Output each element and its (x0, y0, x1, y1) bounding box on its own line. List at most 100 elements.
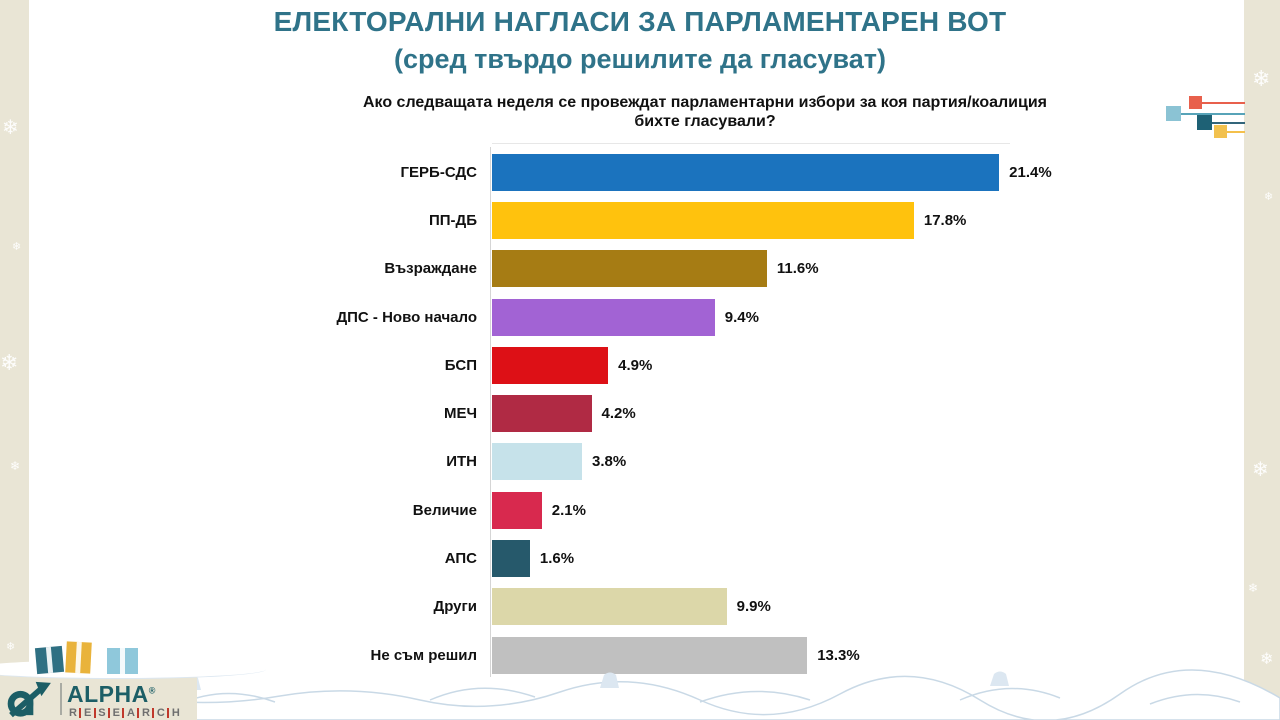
coral-square-line (1202, 101, 1245, 104)
dark-teal-square-line (1212, 121, 1245, 124)
snowflake-icon: ❄ (1252, 66, 1271, 91)
logo-research-separator (152, 708, 155, 718)
category-label: ПП-ДБ (428, 211, 477, 229)
chart-row: Други 9.9% (0, 583, 1280, 631)
survey-question: Ако следващата неделя се провеждат парла… (362, 94, 1047, 130)
snowflake-icon: ❄ (1252, 459, 1269, 481)
chart-row: ИТН 3.8% (0, 438, 1280, 486)
chart-row: ГЕРБ-СДС 21.4% (0, 148, 1280, 196)
light-blue-square (1166, 106, 1181, 121)
bar-8 (492, 491, 542, 529)
yellow-square (1214, 125, 1227, 138)
category-label: Величие (412, 501, 477, 519)
chart-axis-line (490, 147, 491, 677)
logo-research-letter: R (141, 707, 150, 719)
value-label: 4.2% (601, 405, 636, 423)
chart-row: Възраждане 11.6% (0, 245, 1280, 293)
category-label: Възраждане (384, 260, 477, 278)
category-label: БСП (444, 356, 477, 374)
chart-top-gridline (492, 143, 1010, 144)
chart-row: ПП-ДБ 17.8% (0, 196, 1280, 244)
logo-research-separator (93, 708, 96, 718)
bar-3 (492, 250, 767, 288)
logo-research-letter: R (69, 707, 77, 719)
gift-icon: ✼ (34, 638, 65, 675)
value-label: 21.4% (1009, 163, 1052, 181)
value-label: 4.9% (618, 356, 653, 374)
chart-row: АПС 1.6% (0, 534, 1280, 582)
gift-icon: ✼ (107, 639, 138, 674)
snowflake-icon: ❄ (12, 241, 22, 253)
logo-wordmark: ALPHA® (67, 681, 156, 708)
gift-icon: ✼ (65, 633, 92, 674)
chart-row: МЕЧ 4.2% (0, 389, 1280, 437)
gift-bow: ✼ (118, 639, 127, 650)
logo-research-letter: E (83, 707, 92, 719)
logo-research-letter: S (98, 707, 106, 719)
category-label: АПС (444, 550, 477, 568)
gift-bow: ✼ (43, 637, 53, 650)
logo-research-separator (79, 708, 82, 718)
bar-7 (492, 443, 583, 481)
logo-research-separator (137, 708, 140, 718)
snowflake-icon: ❄ (0, 350, 19, 375)
page-subtitle: (сред твърдо решилите да гласуват) (394, 44, 886, 74)
gift-ribbon (120, 648, 125, 674)
value-label: 13.3% (817, 646, 860, 664)
chart-row: БСП 4.9% (0, 341, 1280, 389)
bar-2 (492, 201, 914, 239)
value-label: 1.6% (539, 550, 575, 568)
logo-research-separator (167, 708, 170, 718)
snowflake-icon: ❄ (6, 641, 16, 653)
bar-9 (492, 540, 530, 578)
value-label: 11.6% (776, 260, 819, 278)
snowflake-icon: ❄ (10, 459, 21, 473)
category-label: ИТН (446, 453, 477, 471)
category-label: Не съм решил (370, 646, 477, 664)
gift-ribbon (45, 646, 54, 674)
bar-4 (492, 298, 715, 336)
category-label: МЕЧ (443, 405, 477, 423)
chart-row: Величие 2.1% (0, 486, 1280, 534)
alpha-logo-glyph-icon (7, 681, 51, 718)
right-snow-border: ❄ ❄ ❄ ❄ ❄ (1244, 0, 1280, 720)
value-label: 17.8% (923, 211, 967, 229)
bar-6 (492, 395, 592, 433)
yellow-square-line (1227, 130, 1245, 133)
bar-5 (492, 346, 609, 384)
logo-research-letter: H (171, 707, 180, 719)
logo-research-letter: C (156, 707, 165, 719)
snowflake-icon: ❄ (2, 117, 19, 139)
gift-ribbon (75, 641, 82, 674)
page-title: ЕЛЕКТОРАЛНИ НАГЛАСИ ЗА ПАРЛАМЕНТАРЕН ВОТ (273, 6, 1007, 37)
coral-square (1189, 96, 1202, 109)
logo-research-letter: E (112, 707, 120, 719)
logo-research-letter: A (126, 707, 135, 719)
category-label: Други (433, 598, 477, 616)
chart-row: ДПС - Ново начало 9.4% (0, 293, 1280, 341)
value-label: 2.1% (551, 501, 586, 519)
logo-research-separator (108, 708, 111, 718)
gift-bow: ✼ (75, 632, 84, 645)
bar-11 (492, 636, 808, 674)
value-label: 9.9% (736, 598, 771, 616)
value-label: 3.8% (592, 453, 627, 471)
snowflake-icon: ❄ (1264, 191, 1274, 203)
category-label: ГЕРБ-СДС (400, 163, 477, 181)
logo-separator (60, 683, 62, 715)
category-label: ДПС - Ново начало (336, 308, 477, 326)
dark-teal-square (1197, 115, 1212, 130)
bar-1 (492, 153, 1000, 191)
registered-mark: ® (148, 685, 156, 696)
logo-research-separator (122, 708, 125, 718)
snowflake-icon: ❄ (1260, 651, 1274, 668)
light-blue-square-line (1181, 112, 1245, 115)
chart-row: Не съм решил 13.3% (0, 631, 1280, 679)
snowflake-icon: ❄ (1248, 581, 1259, 595)
logo-alpha-text: ALPHA (67, 681, 149, 707)
left-snow-border: ❄ ❄ ❄ ❄ ❄ (0, 0, 29, 720)
bar-chart: ГЕРБ-СДС 21.4% ПП-ДБ 17.8% Възраждане 11.6% ДП… (0, 148, 1280, 679)
value-label: 9.4% (724, 308, 759, 326)
